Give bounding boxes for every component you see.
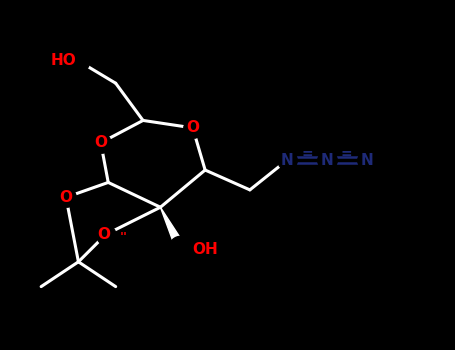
Text: N: N bbox=[320, 153, 333, 168]
Text: O: O bbox=[94, 135, 107, 150]
Text: =: = bbox=[341, 147, 353, 161]
Text: N: N bbox=[360, 153, 373, 168]
Text: '': '' bbox=[120, 231, 128, 244]
Text: HO: HO bbox=[50, 54, 76, 68]
Text: N: N bbox=[281, 153, 293, 168]
Polygon shape bbox=[161, 207, 185, 249]
Text: OH: OH bbox=[193, 242, 218, 257]
Text: O: O bbox=[97, 227, 110, 242]
Text: O: O bbox=[186, 120, 199, 135]
Text: O: O bbox=[60, 190, 72, 205]
Text: =: = bbox=[301, 147, 313, 161]
